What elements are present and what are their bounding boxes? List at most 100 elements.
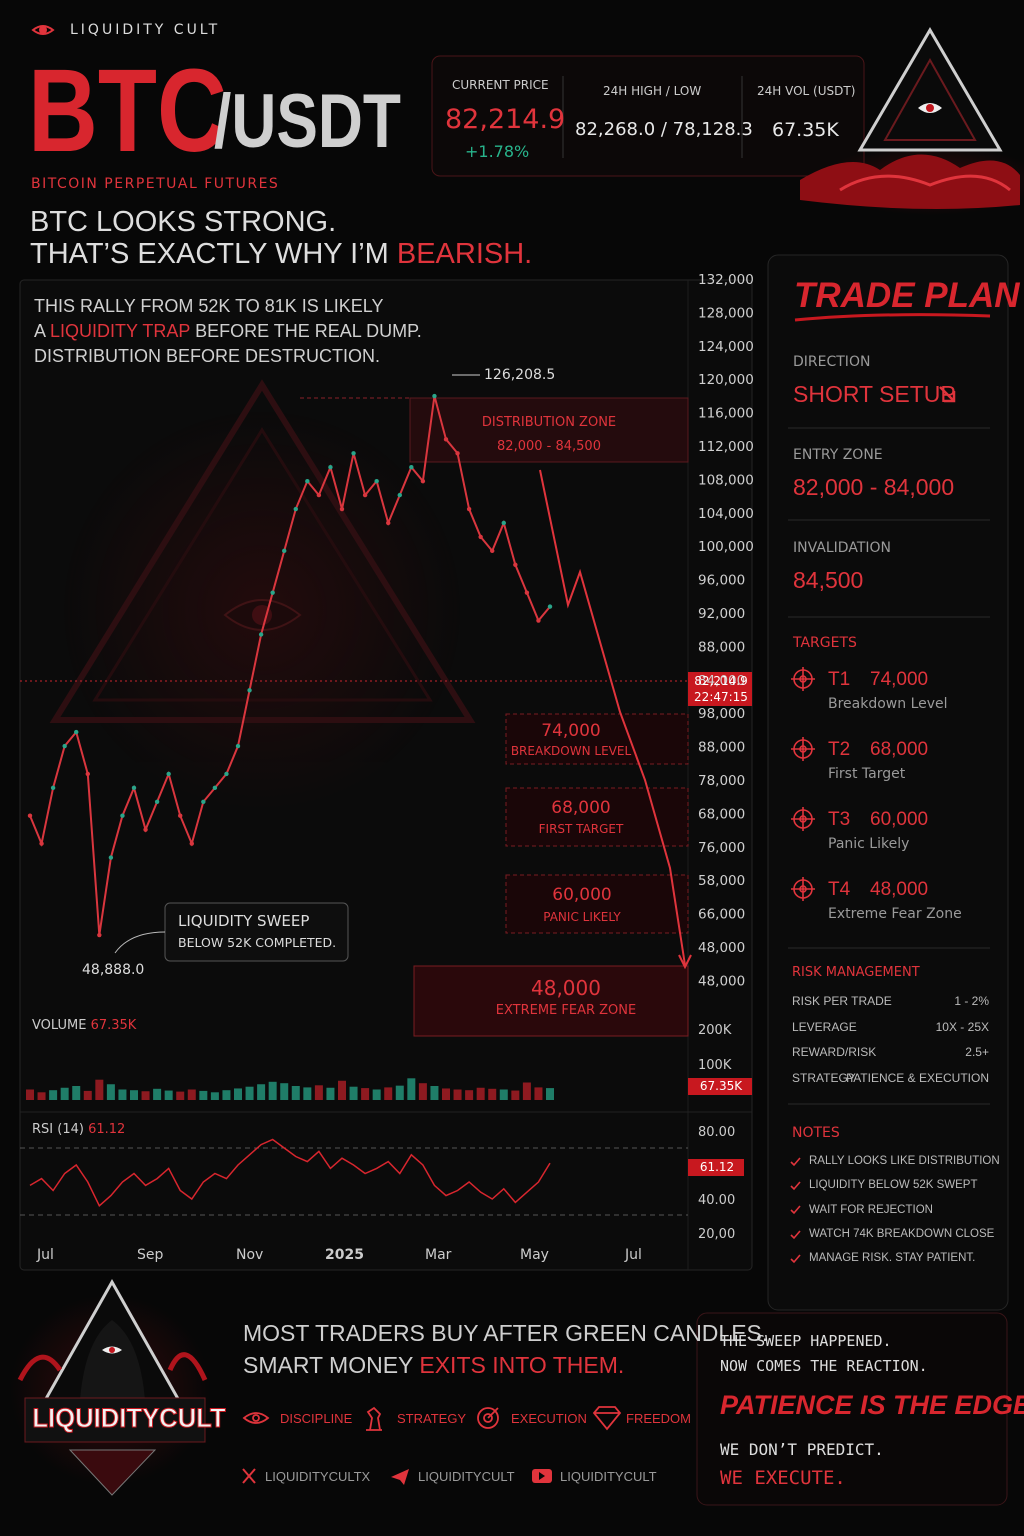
stat-value: 67.35K (772, 119, 839, 141)
y-axis-label: 48,000 (698, 940, 745, 956)
risk-value: 1 - 2% (954, 994, 989, 1008)
subtitle: BITCOIN PERPETUAL FUTURES (31, 176, 280, 192)
headline: THAT’S EXACTLY WHY I’M BEARISH. (30, 240, 532, 269)
thesis-text: BEFORE THE REAL DUMP. (190, 321, 422, 341)
slogan-accent: EXITS INTO THEM. (419, 1352, 625, 1378)
price-point (247, 688, 252, 693)
level-label: EXTREME FEAR ZONE (495, 1003, 637, 1018)
price-point (224, 771, 229, 777)
volume-bar (257, 1084, 266, 1100)
target-desc: Breakdown Level (828, 696, 948, 712)
volume-bar (534, 1087, 543, 1100)
stat-label: 24H HIGH / LOW (603, 84, 702, 98)
price-point (143, 827, 148, 832)
stat-change: +1.78% (465, 142, 530, 161)
plan-separators (788, 427, 990, 1105)
projection-arrow (539, 469, 686, 966)
volume-bar (72, 1086, 81, 1100)
volume-bar (546, 1088, 554, 1100)
volume-bar (268, 1081, 277, 1100)
pillar-icons (242, 1406, 622, 1431)
price-point (97, 932, 102, 938)
x-tick-label: Jul (624, 1247, 642, 1263)
target-desc: Panic Likely (828, 836, 910, 852)
plan-label: DIRECTION (793, 354, 871, 370)
price-point (432, 393, 437, 399)
rsi-tick-label: 40.00 (698, 1193, 735, 1208)
price-point (166, 771, 171, 777)
price-tag (688, 672, 752, 706)
y-axis-label: 92,000 (698, 606, 745, 622)
volume-bar (476, 1087, 485, 1100)
price-point (39, 841, 44, 846)
y-axis-label: 88,000 (698, 639, 745, 655)
price-point (490, 548, 495, 554)
volume-bar (176, 1091, 185, 1100)
risk-label: LEVERAGE (792, 1019, 857, 1034)
y-axis-label: 112,000 (698, 439, 754, 455)
volume-bar (453, 1089, 462, 1100)
risk-value: PATIENCE & EXECUTION (846, 1070, 989, 1085)
quote: WE DON’T PREDICT. (720, 1440, 884, 1459)
volume-bar (49, 1090, 58, 1100)
volume-bar (118, 1089, 127, 1100)
volume-bar (499, 1089, 508, 1100)
volume-bar (199, 1090, 208, 1100)
volume-bar (130, 1090, 138, 1100)
risk-label: REWARD/RISK (792, 1045, 877, 1059)
quote: THE SWEEP HAPPENED. (720, 1332, 892, 1350)
volume-bar (26, 1089, 34, 1100)
volume-bar (153, 1088, 162, 1100)
volume-bar (60, 1087, 69, 1100)
volume-tick-label: 100K (698, 1058, 732, 1073)
social: LIQUIDITYCULT (560, 1469, 657, 1484)
volume-bar (291, 1086, 300, 1100)
volume-tag (688, 1078, 752, 1095)
price-point (154, 799, 160, 804)
volume-bar (280, 1083, 289, 1100)
volume-bar (222, 1090, 231, 1100)
price-point (409, 465, 414, 470)
y-axis-label: 100,000 (698, 539, 754, 555)
rsi-label: RSI (14) 61.12 (32, 1123, 125, 1136)
price-point (466, 506, 472, 512)
price-point (351, 451, 356, 456)
target-price: 68,000 (870, 739, 929, 760)
thesis: DISTRIBUTION BEFORE DESTRUCTION. (34, 346, 381, 366)
price-point (108, 855, 114, 860)
note: MANAGE RISK. STAY PATIENT. (809, 1252, 976, 1265)
slogan: SMART MONEY EXITS INTO THEM. (243, 1354, 624, 1377)
volume-bar (303, 1087, 312, 1100)
volume-bar (314, 1085, 323, 1100)
target-price: 48,000 (870, 879, 929, 900)
y-axis-label: 66,000 (698, 907, 745, 923)
plan-label: NOTES (792, 1125, 840, 1141)
price-point (270, 590, 275, 595)
chart-watermark (49, 379, 476, 810)
stat-value: 82,268.0 / 78,128.3 (575, 119, 753, 140)
volume-bar (511, 1090, 520, 1100)
note-checks (790, 1157, 801, 1264)
stat-label: CURRENT PRICE (452, 78, 549, 92)
arrow-head (678, 954, 692, 970)
quote: WE EXECUTE. (720, 1467, 846, 1489)
rsi-current: 61.12 (88, 1122, 126, 1137)
level-box (505, 787, 689, 847)
sweep-note: BELOW 52K COMPLETED. (178, 935, 337, 950)
rsi-tag-text: 61.12 (699, 1160, 735, 1174)
quote-accent: PATIENCE IS THE EDGE. (720, 1390, 1024, 1420)
thesis-accent: LIQUIDITY TRAP (50, 321, 191, 341)
title-underline (794, 313, 991, 322)
plan-label: ENTRY ZONE (793, 447, 883, 463)
volume-bar (187, 1089, 196, 1100)
slogan: MOST TRADERS BUY AFTER GREEN CANDLES. (243, 1320, 769, 1346)
volume-bar (361, 1088, 370, 1100)
price-point (50, 785, 56, 791)
note: RALLY LOOKS LIKE DISTRIBUTION (809, 1155, 1000, 1167)
zone-title: DISTRIBUTION ZONE (481, 415, 617, 430)
x-tick-label: Jul (36, 1247, 54, 1263)
slogan-text: SMART MONEY (243, 1352, 420, 1378)
